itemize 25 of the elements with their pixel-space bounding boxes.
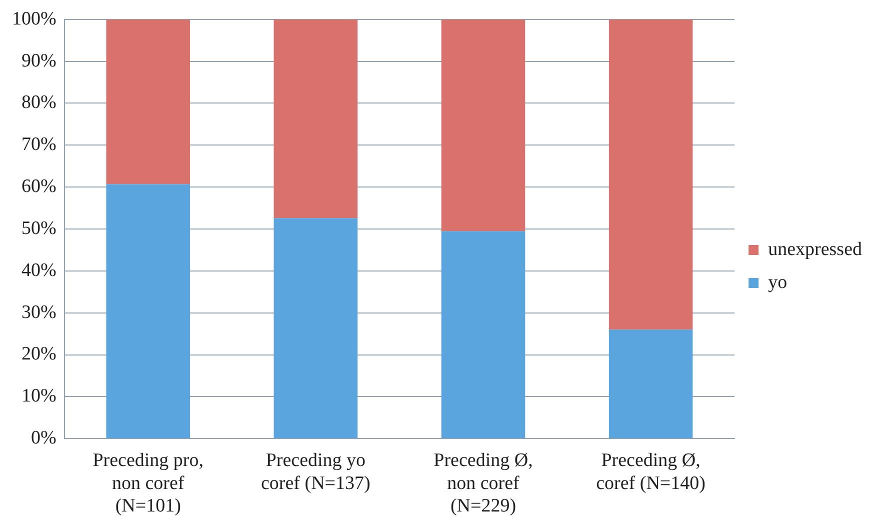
bar — [441, 19, 526, 232]
bar — [441, 231, 526, 438]
bar — [608, 19, 693, 330]
y-tick-label: 100% — [12, 8, 56, 30]
x-tick-label: Preceding Ø, coref (N=140) — [596, 450, 706, 494]
bar — [106, 19, 190, 184]
y-tick-label: 40% — [22, 260, 56, 281]
y-tick-label: 80% — [22, 92, 56, 114]
bar — [106, 184, 190, 438]
x-tick-label: Preceding yo coref (N=137) — [260, 450, 370, 494]
y-tick-label: 60% — [22, 176, 56, 198]
y-tick-label: 90% — [22, 50, 56, 72]
y-tick-label: 30% — [22, 302, 56, 323]
x-tick-label: Preceding pro, non coref (N=101) — [92, 450, 204, 517]
y-tick-label: 50% — [22, 218, 56, 239]
bar — [274, 218, 358, 438]
x-tick-label: Preceding Ø, non coref (N=229) — [434, 450, 533, 517]
y-tick-label: 20% — [22, 344, 56, 365]
y-tick-label: 0% — [31, 428, 56, 449]
bar — [608, 330, 693, 438]
legend-label: yo — [768, 272, 788, 293]
legend-label: unexpressed — [768, 238, 862, 260]
y-tick-label: 70% — [22, 134, 56, 156]
bar — [274, 19, 358, 218]
y-tick-label: 10% — [22, 386, 56, 407]
